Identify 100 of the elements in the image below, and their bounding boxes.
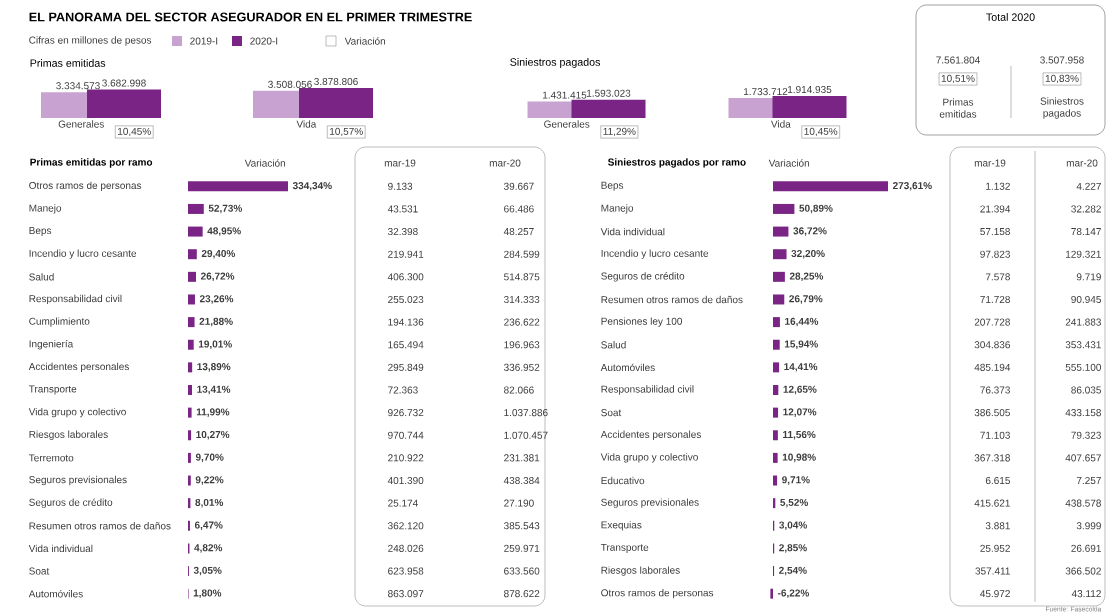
y-tick-label: Incendio y lucro cesante (601, 249, 709, 259)
data-label: 15,94% (784, 340, 818, 350)
data-label: 86.035 (1071, 386, 1101, 394)
bar (773, 407, 779, 418)
data-label: 6,47% (194, 521, 223, 531)
bar (773, 317, 780, 328)
data-label: 353.431 (1065, 341, 1101, 349)
x-axis-title: Variación (244, 159, 286, 167)
category-label: Primas emitidas (939, 98, 977, 118)
y-tick-label: Riesgos laborales (29, 430, 108, 440)
x-tick-label: Vida (771, 120, 791, 128)
data-label: 259.971 (504, 544, 540, 553)
data-label: 90.945 (1071, 295, 1101, 304)
data-label: 48.257 (503, 228, 534, 236)
data-label: 438.384 (503, 477, 540, 485)
bar (773, 204, 795, 214)
data-label: 194.136 (388, 318, 424, 326)
data-label: 7.561.804 (936, 56, 980, 64)
bar (188, 452, 191, 463)
data-label: 196.963 (504, 341, 540, 349)
text: Variación (344, 37, 386, 45)
data-label: 970.744 (388, 431, 424, 439)
bar (773, 294, 785, 305)
data-label: 16,44% (785, 317, 819, 327)
bar (188, 339, 194, 350)
data-label: 13,89% (197, 363, 231, 372)
y-tick-label: Transporte (600, 544, 649, 553)
data-label: 36,72% (793, 227, 827, 236)
data-label: 1.070.457 (504, 431, 548, 439)
legend-label: 2020-I (250, 37, 278, 45)
data-label: 71.103 (980, 431, 1010, 439)
text: 10,45% (804, 127, 838, 137)
data-label: 7.578 (985, 273, 1010, 281)
bar (773, 385, 779, 396)
data-label: 357.411 (975, 567, 1010, 575)
data-label: 623.958 (388, 567, 424, 575)
bar (188, 430, 192, 441)
data-label: 43.531 (387, 205, 418, 213)
data-label: 367.318 (974, 454, 1010, 462)
y-tick-label: Vida individual (28, 544, 93, 553)
data-label: 29,40% (201, 250, 236, 259)
bar (773, 271, 785, 282)
text: 10,57% (330, 127, 363, 137)
y-tick-label: Vida grupo y colectivo (28, 408, 126, 418)
data-label: 3,04% (779, 521, 807, 531)
data-label: 3.999 (1076, 522, 1101, 530)
y-tick-label: Accidentes personales (600, 430, 701, 440)
data-label: 273,61% (892, 182, 932, 191)
bar (188, 271, 196, 282)
data-label: 82.066 (504, 386, 534, 394)
bar (773, 452, 778, 463)
category-label: Siniestros pagados (1040, 97, 1084, 119)
data-label: 79.323 (1071, 431, 1101, 439)
data-label: 284.599 (504, 250, 540, 258)
data-label: 52,73% (208, 204, 243, 214)
data-label: 25.952 (980, 544, 1010, 553)
data-label: 3.334.573 (56, 82, 100, 90)
data-label: 1.132 (986, 182, 1010, 190)
y-tick-label: Educativo (601, 476, 645, 485)
data-label: 5,52% (780, 498, 808, 508)
y-tick-label: Incendio y lucro cesante (29, 249, 137, 259)
bar (188, 362, 193, 373)
data-label: 78.147 (1071, 228, 1101, 236)
data-label: 1.914.935 (788, 86, 832, 94)
data-label: 438.578 (1065, 499, 1101, 507)
data-label: 241.883 (1065, 318, 1101, 326)
text: 10,45% (118, 127, 151, 137)
data-label: 21,88% (199, 317, 233, 327)
text: Primas emitidas por ramo (30, 158, 153, 168)
data-label: 71.728 (980, 295, 1010, 304)
text: mar-19 (974, 159, 1006, 167)
data-label: 10,98% (782, 453, 816, 463)
x-tick-label: Generales (58, 120, 104, 128)
data-label: 207.728 (974, 318, 1010, 326)
data-label: 28,25% (789, 272, 824, 282)
x-tick-label: Vida (296, 120, 317, 128)
text: 10,83% (1045, 74, 1079, 84)
data-label: 514.875 (504, 273, 540, 281)
data-label: 23,26% (199, 295, 234, 304)
bar (188, 181, 289, 192)
text: mar-20 (1066, 159, 1098, 167)
text: mar-19 (384, 159, 416, 167)
data-label: 6.615 (985, 477, 1010, 485)
y-tick-label: Manejo (601, 204, 634, 214)
text: 10,51% (941, 74, 975, 84)
y-tick-label: Automóviles (28, 590, 83, 598)
data-label: 165.494 (388, 341, 424, 349)
data-label: 97.823 (980, 250, 1010, 258)
bar (188, 226, 203, 237)
y-tick-label: Riesgos laborales (601, 566, 680, 576)
data-label: 26.691 (1071, 544, 1101, 553)
bar (188, 317, 195, 328)
data-label: 27.190 (504, 499, 534, 507)
data-label: 72.363 (388, 386, 418, 394)
bar (773, 249, 787, 260)
bar (773, 226, 789, 237)
data-label: 248.026 (388, 544, 424, 553)
data-label: 26,79% (789, 295, 823, 304)
y-tick-label: Salud (601, 341, 626, 349)
data-label: 9.133 (388, 182, 413, 190)
